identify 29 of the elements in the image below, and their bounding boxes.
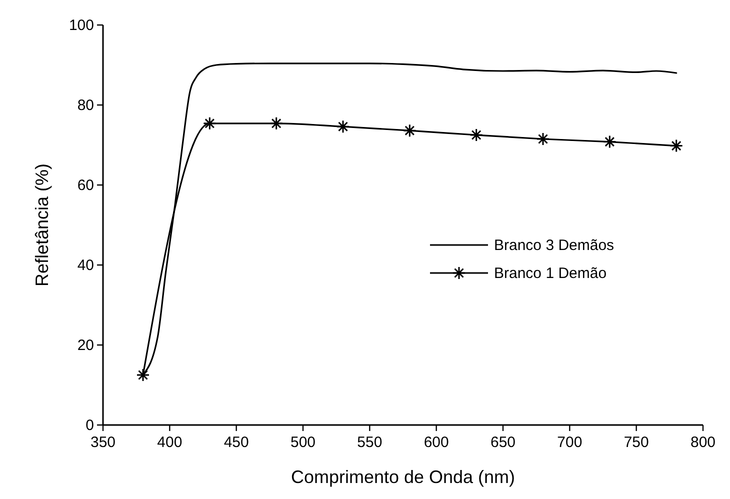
- point: [270, 116, 284, 130]
- x-tick-label: 700: [557, 434, 582, 451]
- legend-label: Branco 3 Demãos: [494, 237, 614, 254]
- legend-label: Branco 1 Demão: [494, 265, 607, 282]
- point: [336, 120, 350, 134]
- point: [136, 368, 150, 382]
- x-tick-label: 450: [224, 434, 249, 451]
- x-tick-label: 650: [490, 434, 516, 451]
- point: [602, 135, 616, 149]
- x-tick-label: 750: [624, 434, 649, 451]
- x-tick-label: 550: [357, 434, 382, 451]
- y-tick-label: 40: [77, 257, 94, 274]
- point: [202, 116, 216, 130]
- x-tick-label: 800: [690, 434, 716, 451]
- x-tick-label: 400: [157, 434, 182, 451]
- y-tick-label: 100: [68, 17, 94, 34]
- point: [470, 128, 484, 142]
- y-tick-label: 20: [77, 337, 94, 354]
- point: [402, 124, 416, 138]
- y-tick-label: 60: [77, 177, 94, 194]
- y-axis-title: Refletância (%): [32, 163, 52, 287]
- point: [670, 139, 684, 153]
- y-tick-label: 80: [77, 97, 94, 114]
- point: [536, 132, 550, 146]
- x-tick-label: 500: [290, 434, 316, 451]
- x-tick-label: 600: [424, 434, 449, 451]
- x-axis-title: Comprimento de Onda (nm): [290, 467, 516, 487]
- x-tick-label: 350: [90, 434, 116, 451]
- y-tick-label: 0: [86, 417, 94, 434]
